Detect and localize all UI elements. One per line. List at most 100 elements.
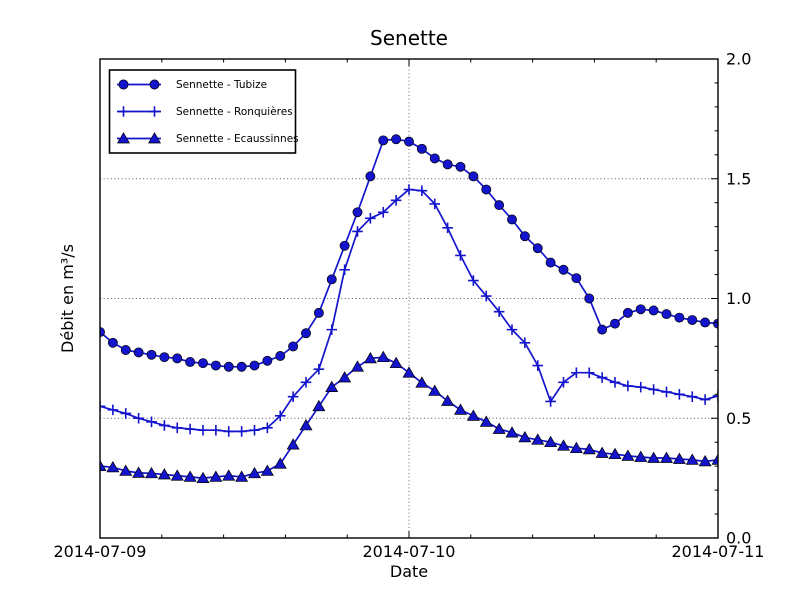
marker-plus xyxy=(274,410,286,422)
marker-plus xyxy=(223,426,235,437)
marker-plus xyxy=(326,324,338,335)
marker-circle xyxy=(275,351,286,361)
axis-ticks-layer xyxy=(99,58,719,539)
marker-circle xyxy=(198,358,208,369)
marker-plus xyxy=(545,396,556,407)
marker-plus xyxy=(686,391,698,402)
marker-triangle xyxy=(312,399,326,412)
marker-plus xyxy=(532,360,544,371)
marker-circle xyxy=(674,312,685,323)
y-tick-label-1: 0.5 xyxy=(726,409,751,428)
marker-plus xyxy=(184,423,196,435)
marker-plus xyxy=(377,206,389,218)
marker-triangle xyxy=(222,469,236,481)
x-tick-label-2: 2014-07-11 xyxy=(672,542,765,561)
marker-triangle xyxy=(518,431,532,443)
marker-triangle xyxy=(183,470,197,482)
marker-triangle xyxy=(685,453,699,465)
marker-triangle xyxy=(492,422,506,434)
marker-triangle xyxy=(647,451,661,463)
marker-circle xyxy=(107,337,118,348)
marker-circle xyxy=(185,357,196,367)
marker-triangle xyxy=(672,452,686,464)
marker-triangle xyxy=(634,450,648,462)
marker-plus xyxy=(287,391,299,402)
marker-plus xyxy=(493,306,505,317)
marker-triangle xyxy=(106,460,120,473)
marker-triangle xyxy=(428,384,442,396)
marker-plus xyxy=(571,367,582,379)
marker-circle xyxy=(249,360,260,371)
marker-triangle xyxy=(147,132,162,144)
marker-circle xyxy=(468,171,479,182)
marker-circle xyxy=(558,264,569,275)
marker-triangle xyxy=(350,360,365,372)
marker-triangle xyxy=(273,457,287,469)
marker-plus xyxy=(661,386,672,398)
marker-triangle xyxy=(569,441,583,454)
series-circle xyxy=(100,134,718,372)
marker-plus xyxy=(352,226,363,237)
marker-triangle xyxy=(531,433,545,445)
marker-plus xyxy=(171,422,183,434)
y-tick-label-2: 1.0 xyxy=(726,289,751,308)
marker-plus xyxy=(262,422,273,434)
marker-circle xyxy=(700,317,711,328)
x-tick-label-0: 2014-07-09 xyxy=(54,542,147,561)
marker-circle xyxy=(149,79,160,90)
marker-plus xyxy=(416,185,428,197)
series-plus xyxy=(100,184,718,437)
marker-plus xyxy=(506,324,518,335)
marker-circle xyxy=(597,324,608,335)
y-tick-label-3: 1.5 xyxy=(726,169,751,188)
marker-triangle xyxy=(544,435,558,448)
marker-plus xyxy=(210,424,222,436)
marker-circle xyxy=(313,307,324,318)
marker-circle xyxy=(429,153,440,164)
marker-plus xyxy=(236,426,247,437)
marker-circle xyxy=(120,345,131,355)
marker-circle xyxy=(519,231,530,242)
marker-triangle xyxy=(595,446,609,458)
series-triangle xyxy=(100,350,718,483)
marker-plus xyxy=(133,412,144,424)
marker-circle xyxy=(635,304,646,315)
marker-triangle xyxy=(582,442,596,455)
marker-triangle xyxy=(286,438,300,450)
marker-circle xyxy=(584,293,595,304)
marker-triangle xyxy=(479,415,493,427)
marker-plus xyxy=(118,106,129,117)
marker-circle xyxy=(571,273,582,284)
marker-plus xyxy=(107,404,119,416)
marker-circle xyxy=(223,361,234,372)
marker-circle xyxy=(118,79,129,90)
marker-circle xyxy=(172,353,183,364)
marker-plus xyxy=(442,222,453,234)
marker-plus xyxy=(429,198,441,210)
marker-triangle xyxy=(466,409,480,421)
marker-plus xyxy=(674,389,685,400)
marker-plus xyxy=(480,290,492,302)
marker-triangle xyxy=(389,356,403,369)
marker-triangle xyxy=(441,394,455,406)
marker-triangle xyxy=(132,466,146,478)
marker-plus xyxy=(146,416,157,428)
marker-plus xyxy=(699,394,711,405)
marker-plus xyxy=(609,377,621,388)
marker-circle xyxy=(339,240,350,251)
marker-plus xyxy=(648,384,659,395)
marker-circle xyxy=(481,184,492,195)
marker-triangle xyxy=(415,376,429,388)
marker-triangle xyxy=(144,466,159,479)
marker-circle xyxy=(262,355,273,366)
marker-circle xyxy=(159,352,170,363)
marker-triangle xyxy=(299,419,313,431)
marker-circle xyxy=(210,360,221,371)
marker-plus xyxy=(300,377,312,388)
marker-circle xyxy=(622,307,633,318)
legend-label-ronquieres: Sennette - Ronquières xyxy=(176,106,293,118)
marker-circle xyxy=(365,171,376,182)
marker-triangle xyxy=(659,451,674,463)
x-tick-label-1: 2014-07-10 xyxy=(363,542,456,561)
